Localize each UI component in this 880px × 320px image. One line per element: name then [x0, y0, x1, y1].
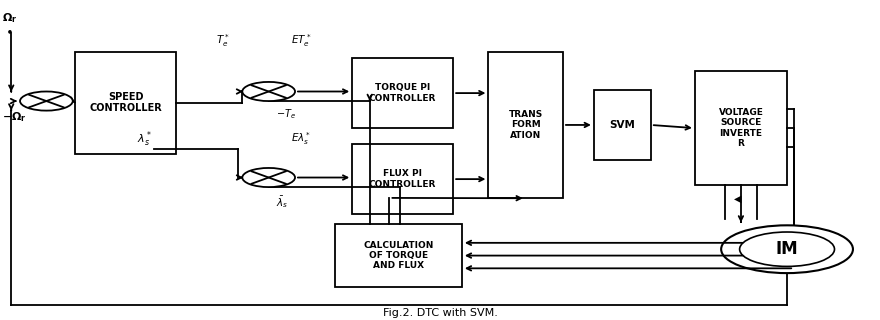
Text: $\bullet$: $\bullet$	[5, 24, 13, 37]
Text: SVM: SVM	[609, 120, 635, 130]
Text: FLUX PI
CONTROLLER: FLUX PI CONTROLLER	[369, 169, 436, 189]
Text: IM: IM	[776, 240, 798, 258]
Circle shape	[20, 92, 73, 111]
Bar	[594, 90, 651, 160]
Bar	[334, 224, 462, 287]
Bar	[488, 52, 563, 198]
Text: TORQUE PI
CONTROLLER: TORQUE PI CONTROLLER	[369, 84, 436, 103]
Text: $-T_e$: $-T_e$	[275, 107, 296, 121]
Text: $\bar{\lambda}_s$: $\bar{\lambda}_s$	[275, 194, 288, 210]
Bar	[352, 58, 453, 128]
Bar	[695, 71, 787, 186]
Text: Fig.2. DTC with SVM.: Fig.2. DTC with SVM.	[383, 308, 497, 318]
Text: TRANS
FORM
ATION: TRANS FORM ATION	[509, 110, 543, 140]
Text: $T_e^*$: $T_e^*$	[216, 32, 230, 49]
Circle shape	[242, 168, 295, 187]
Text: $\mathbf{-\Omega_r}$: $\mathbf{-\Omega_r}$	[2, 110, 26, 124]
Text: $E\lambda_s^*$: $E\lambda_s^*$	[290, 131, 311, 148]
Circle shape	[739, 232, 834, 267]
Bar	[76, 52, 176, 154]
Text: $ET_e^*$: $ET_e^*$	[290, 32, 312, 49]
Text: SPEED
CONTROLLER: SPEED CONTROLLER	[90, 92, 162, 114]
Bar	[352, 144, 453, 214]
Text: $\mathbf{\Omega_r}$: $\mathbf{\Omega_r}$	[2, 12, 17, 25]
Text: VOLTAGE
SOURCE
INVERTE
R: VOLTAGE SOURCE INVERTE R	[718, 108, 763, 148]
Text: $\blacktriangleleft$: $\blacktriangleleft$	[732, 193, 744, 205]
Circle shape	[721, 225, 853, 273]
Text: $\lambda_s^*$: $\lambda_s^*$	[137, 129, 152, 149]
Circle shape	[242, 82, 295, 101]
Text: CALCULATION
OF TORQUE
AND FLUX: CALCULATION OF TORQUE AND FLUX	[363, 241, 434, 270]
